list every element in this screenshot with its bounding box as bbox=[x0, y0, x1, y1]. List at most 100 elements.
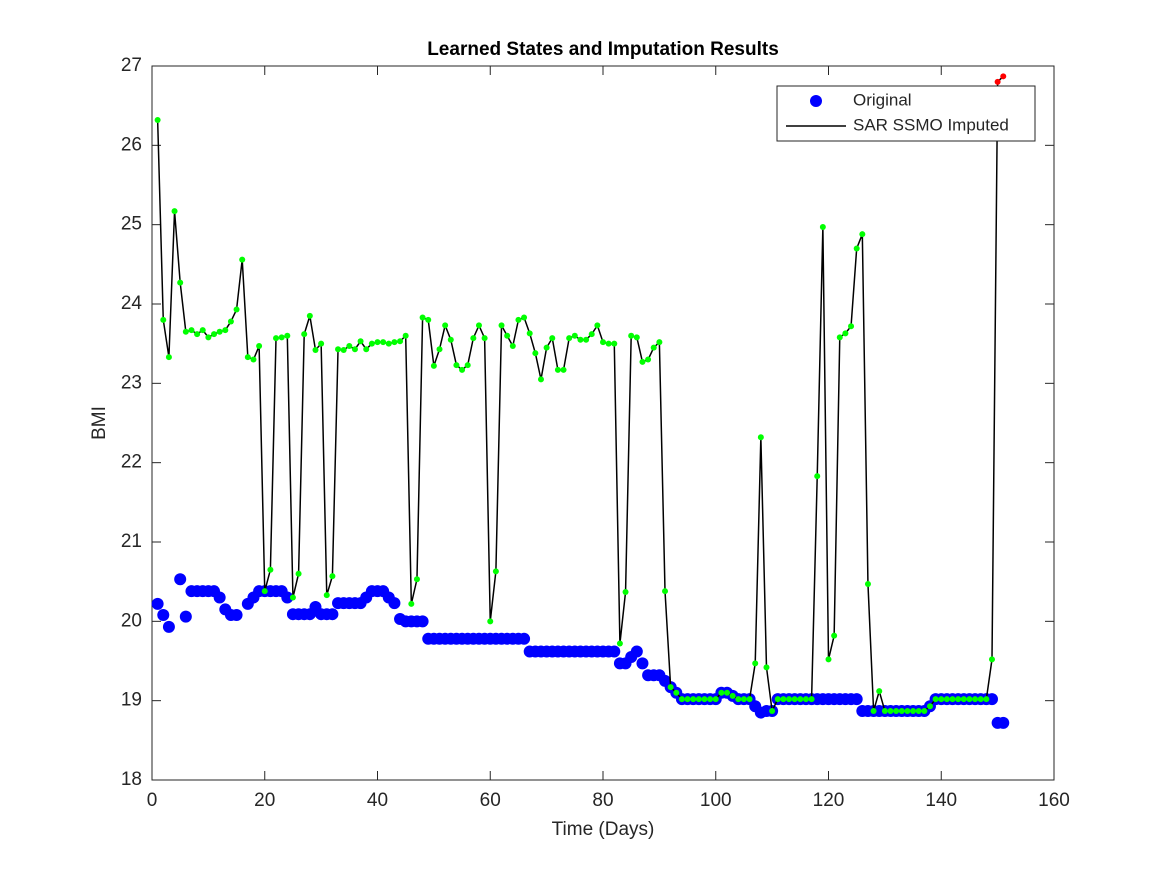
state-marker bbox=[819, 224, 826, 231]
state-marker bbox=[509, 343, 516, 350]
state-marker bbox=[222, 327, 229, 334]
data-point bbox=[850, 693, 863, 706]
state-marker bbox=[363, 346, 370, 353]
state-marker bbox=[876, 688, 883, 695]
state-marker bbox=[921, 707, 928, 714]
state-marker bbox=[673, 689, 680, 696]
x-tick-label: 60 bbox=[480, 790, 501, 811]
legend-swatch bbox=[810, 95, 822, 107]
y-axis-label: BMI bbox=[89, 406, 110, 440]
x-tick-label: 20 bbox=[254, 790, 275, 811]
state-marker bbox=[786, 696, 793, 703]
state-marker bbox=[639, 358, 646, 365]
state-marker bbox=[425, 316, 432, 323]
state-marker bbox=[211, 331, 218, 338]
state-marker bbox=[910, 707, 917, 714]
state-marker bbox=[177, 279, 184, 286]
state-marker bbox=[690, 696, 697, 703]
state-marker bbox=[323, 592, 330, 599]
data-point bbox=[151, 597, 164, 610]
state-marker bbox=[227, 318, 234, 325]
state-marker bbox=[915, 707, 922, 714]
state-marker bbox=[707, 696, 714, 703]
state-marker bbox=[537, 376, 544, 383]
data-point bbox=[416, 615, 429, 628]
state-marker bbox=[295, 570, 302, 577]
state-marker bbox=[346, 343, 353, 350]
state-marker bbox=[351, 346, 358, 353]
state-marker bbox=[791, 696, 798, 703]
state-marker bbox=[391, 339, 398, 346]
chart-title: Learned States and Imputation Results bbox=[427, 39, 779, 60]
state-marker bbox=[436, 346, 443, 353]
state-marker bbox=[273, 335, 280, 342]
x-tick-label: 160 bbox=[1038, 790, 1070, 811]
data-point bbox=[157, 608, 170, 621]
data-point bbox=[230, 608, 243, 621]
state-marker bbox=[797, 696, 804, 703]
state-marker bbox=[605, 340, 612, 347]
state-marker bbox=[842, 330, 849, 337]
state-marker bbox=[487, 618, 494, 625]
state-marker bbox=[802, 696, 809, 703]
data-point bbox=[213, 591, 226, 604]
state-marker bbox=[549, 335, 556, 342]
state-marker bbox=[385, 340, 392, 347]
state-marker bbox=[600, 339, 606, 346]
state-marker bbox=[808, 696, 815, 703]
state-marker bbox=[447, 336, 454, 343]
data-point bbox=[174, 573, 187, 586]
state-marker bbox=[182, 328, 189, 335]
state-marker bbox=[718, 689, 725, 696]
state-marker bbox=[318, 340, 325, 347]
state-marker bbox=[301, 331, 308, 338]
state-marker bbox=[943, 696, 950, 703]
state-marker bbox=[746, 696, 753, 703]
state-marker bbox=[408, 600, 415, 607]
data-point bbox=[388, 597, 401, 610]
state-marker bbox=[577, 336, 584, 343]
state-marker bbox=[239, 256, 246, 263]
state-marker bbox=[848, 323, 855, 330]
state-marker bbox=[949, 696, 956, 703]
y-tick-label: 22 bbox=[121, 452, 142, 473]
state-marker bbox=[853, 245, 860, 252]
legend bbox=[776, 85, 1036, 142]
state-marker bbox=[960, 696, 967, 703]
state-marker bbox=[357, 338, 364, 345]
data-point bbox=[326, 608, 339, 621]
state-marker bbox=[938, 696, 945, 703]
state-marker bbox=[622, 588, 629, 595]
x-tick-label: 140 bbox=[925, 790, 957, 811]
state-marker bbox=[864, 581, 871, 588]
y-tick-label: 19 bbox=[121, 690, 142, 711]
state-marker bbox=[566, 335, 573, 342]
state-marker bbox=[712, 696, 719, 703]
state-marker bbox=[498, 322, 505, 329]
state-marker bbox=[825, 656, 832, 663]
state-marker bbox=[464, 362, 471, 369]
state-marker bbox=[628, 332, 635, 339]
state-marker bbox=[374, 339, 381, 346]
state-marker bbox=[594, 322, 601, 329]
state-marker bbox=[312, 347, 319, 354]
state-marker bbox=[774, 696, 781, 703]
state-marker bbox=[278, 334, 285, 341]
state-marker bbox=[442, 322, 449, 329]
state-marker bbox=[763, 664, 770, 671]
state-marker bbox=[216, 328, 223, 335]
x-tick-label: 0 bbox=[147, 790, 158, 811]
state-marker bbox=[887, 707, 894, 714]
state-marker bbox=[983, 696, 990, 703]
y-tick-label: 21 bbox=[121, 531, 142, 552]
state-marker bbox=[453, 362, 460, 369]
state-marker bbox=[335, 346, 342, 353]
state-marker bbox=[267, 566, 274, 573]
state-marker bbox=[340, 347, 347, 354]
state-marker bbox=[368, 340, 375, 347]
state-marker bbox=[492, 568, 499, 575]
state-marker bbox=[757, 434, 764, 441]
state-marker bbox=[1000, 73, 1007, 80]
state-marker bbox=[526, 330, 533, 337]
data-point bbox=[518, 632, 531, 645]
